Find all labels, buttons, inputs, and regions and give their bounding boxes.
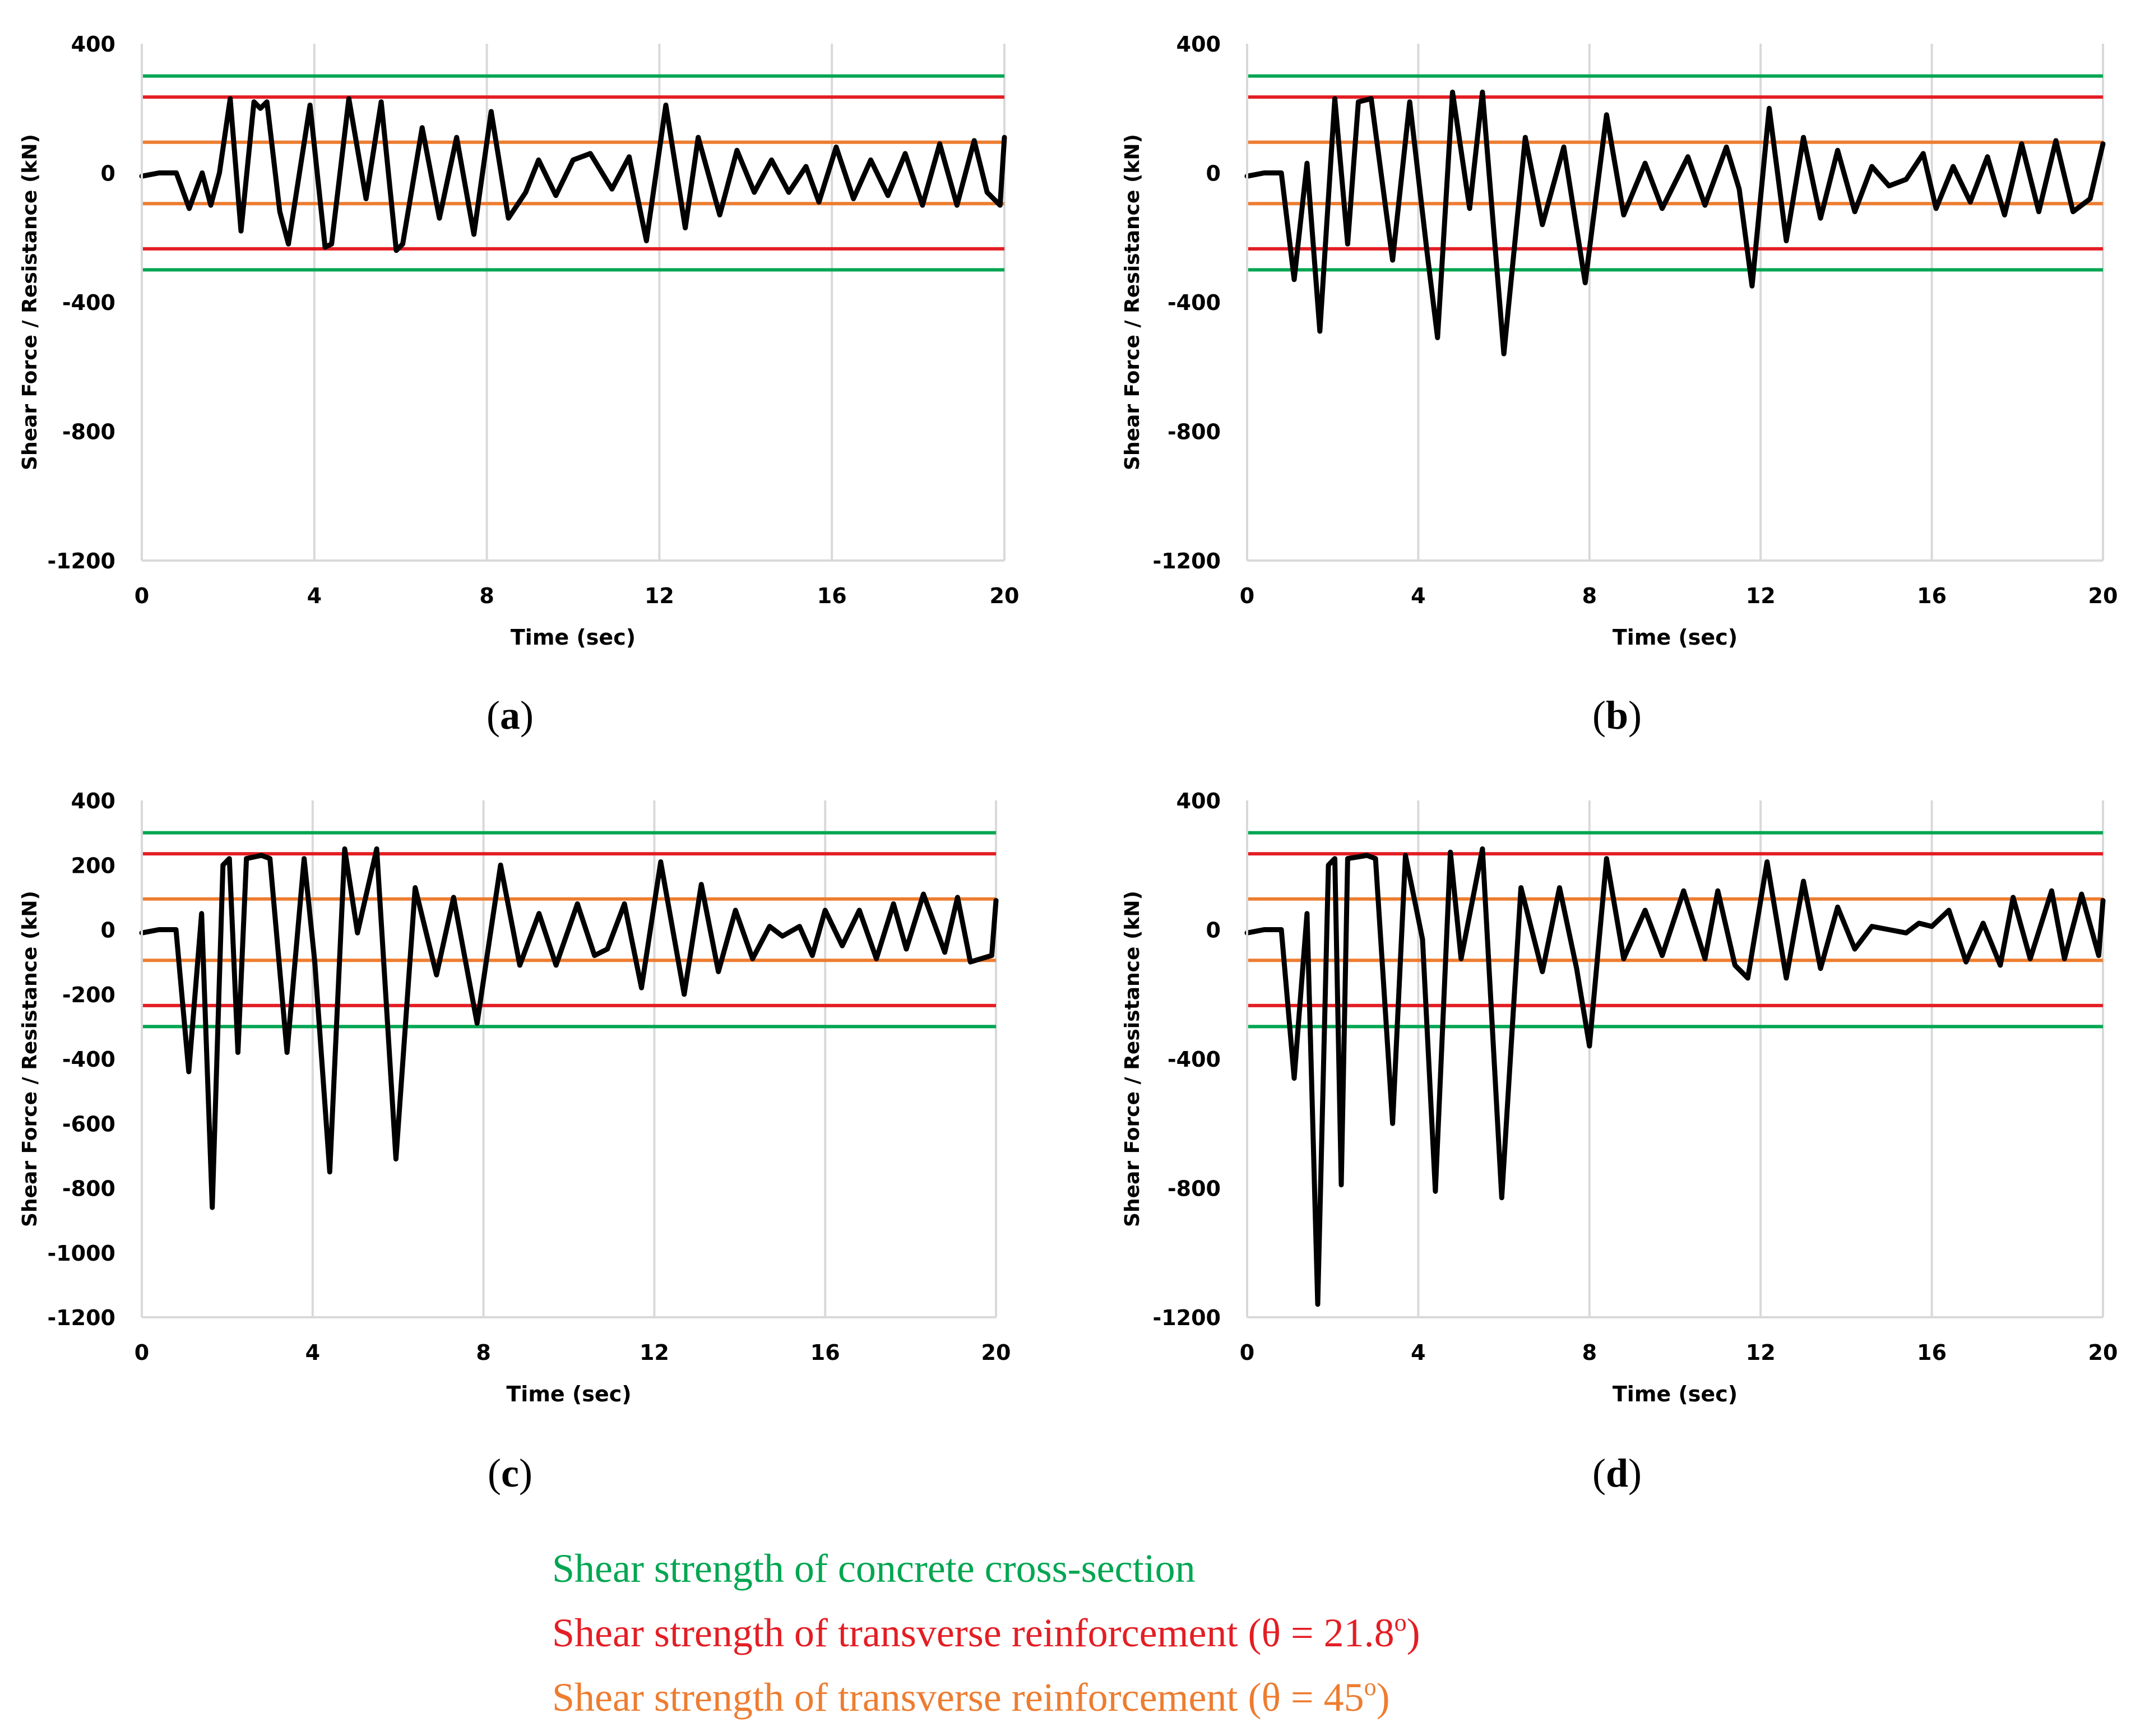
caption-open-paren: (	[487, 693, 500, 738]
x-tick-label: 20	[990, 584, 1020, 608]
panel-caption-a: (a)	[487, 693, 534, 738]
y-tick-label: -1200	[1152, 1306, 1221, 1330]
x-tick-label: 12	[645, 584, 674, 608]
caption-letter: b	[1606, 693, 1628, 738]
y-axis-label: Shear Force / Resistance (kN)	[18, 891, 41, 1227]
y-axis-label: Shear Force / Resistance (kN)	[18, 134, 41, 470]
y-tick-label: 200	[71, 853, 115, 878]
x-tick-label: 0	[135, 584, 149, 608]
x-tick-label: 8	[476, 1340, 490, 1365]
x-tick-label: 12	[1746, 584, 1776, 608]
x-tick-label: 0	[1240, 1340, 1254, 1365]
legend-item-reinf-45-text: Shear strength of transverse reinforceme…	[552, 1675, 1364, 1720]
x-tick-label: 16	[1917, 1340, 1947, 1365]
panel-caption-c: (c)	[488, 1451, 532, 1496]
y-tick-label: 0	[101, 161, 115, 186]
caption-letter: c	[501, 1451, 519, 1496]
y-tick-label: -400	[1168, 290, 1221, 315]
x-tick-label: 0	[135, 1340, 149, 1365]
legend-item-reinf-21.8: Shear strength of transverse reinforceme…	[552, 1609, 1420, 1655]
y-tick-label: -800	[62, 420, 115, 445]
legend-item-reinf-45: Shear strength of transverse reinforceme…	[552, 1673, 1390, 1720]
x-tick-label: 12	[640, 1340, 669, 1365]
caption-open-paren: (	[1592, 1451, 1606, 1496]
x-tick-label: 20	[2088, 1340, 2118, 1365]
series-line-a	[139, 96, 1007, 253]
y-tick-label: 400	[71, 789, 115, 813]
y-tick-label: 0	[1206, 161, 1221, 186]
y-tick-label: -1000	[47, 1241, 115, 1266]
x-tick-label: 20	[981, 1340, 1011, 1365]
y-tick-label: -800	[62, 1177, 115, 1201]
x-tick-label: 16	[1917, 584, 1947, 608]
caption-close-paren: )	[1628, 693, 1642, 738]
y-tick-label: -800	[1168, 420, 1221, 445]
y-tick-label: 400	[71, 32, 115, 57]
caption-close-paren: )	[1628, 1451, 1642, 1496]
y-tick-label: -200	[62, 983, 115, 1007]
x-tick-label: 8	[1582, 1340, 1597, 1365]
caption-letter: a	[500, 693, 520, 738]
x-tick-label: 16	[810, 1340, 840, 1365]
x-tick-label: 4	[1411, 584, 1425, 608]
x-tick-label: 8	[1582, 584, 1597, 608]
y-tick-label: 400	[1176, 32, 1221, 57]
x-axis-label: Time (sec)	[1613, 1382, 1738, 1406]
x-axis-label: Time (sec)	[1613, 625, 1738, 650]
y-axis-label: Shear Force / Resistance (kN)	[1121, 134, 1144, 470]
x-tick-label: 4	[307, 584, 322, 608]
x-tick-label: 16	[817, 584, 847, 608]
x-axis-label: Time (sec)	[506, 1382, 631, 1406]
legend-item-reinf-21.8-text: Shear strength of transverse reinforceme…	[552, 1610, 1395, 1655]
x-tick-label: 12	[1746, 1340, 1776, 1365]
caption-letter: d	[1606, 1451, 1628, 1496]
series-line-c	[139, 846, 999, 1210]
y-tick-label: 0	[1206, 918, 1221, 943]
legend: Shear strength of concrete cross-section…	[552, 1546, 1420, 1720]
caption-close-paren: )	[519, 1451, 532, 1496]
y-tick-label: -1200	[47, 1306, 115, 1330]
legend-item-reinf-21.8-close: )	[1407, 1610, 1420, 1655]
series-line-d	[1244, 846, 2106, 1307]
legend-item-reinf-21.8-degree: o	[1395, 1609, 1407, 1636]
legend-item-reinf-45-close: )	[1377, 1675, 1390, 1720]
chart-panel-a: 400 0 -400 -800 -1200 0 4 8 12 16 20 Time (sec) Shea…	[18, 32, 1019, 650]
y-tick-label: 0	[101, 918, 115, 943]
y-tick-label: -600	[62, 1112, 115, 1136]
chart-panel-d: 400 0 -400 -800 -1200 0 4 8 12 16 20 Time (sec) Shea…	[1121, 789, 2118, 1406]
y-tick-label: -1200	[1152, 549, 1221, 573]
y-tick-label: -400	[62, 1047, 115, 1072]
panel-caption-b: (b)	[1592, 693, 1642, 738]
series-line-b	[1244, 89, 2106, 357]
y-tick-label: -400	[1168, 1047, 1221, 1072]
caption-open-paren: (	[488, 1451, 501, 1496]
y-tick-label: -1200	[47, 549, 115, 573]
y-axis-label: Shear Force / Resistance (kN)	[1121, 891, 1144, 1227]
x-tick-label: 4	[305, 1340, 320, 1365]
x-tick-label: 8	[479, 584, 494, 608]
legend-item-reinf-45-degree: o	[1364, 1673, 1377, 1701]
chart-panel-b: 400 0 -400 -800 -1200 0 4 8 12 16 20 Time (sec) Shea…	[1121, 32, 2118, 650]
x-tick-label: 4	[1411, 1340, 1425, 1365]
y-tick-label: -400	[62, 290, 115, 315]
x-tick-label: 20	[2088, 584, 2118, 608]
panel-caption-d: (d)	[1592, 1451, 1642, 1496]
legend-item-concrete: Shear strength of concrete cross-section	[552, 1546, 1196, 1591]
x-axis-label: Time (sec)	[511, 625, 636, 650]
y-tick-label: -800	[1168, 1177, 1221, 1201]
x-tick-label: 0	[1240, 584, 1254, 608]
chart-panel-c: 400 200 0 -200 -400 -600 -800 -1000 -1200 0 4 8 12 16…	[18, 789, 1011, 1406]
caption-close-paren: )	[520, 693, 534, 738]
y-tick-label: 400	[1176, 789, 1221, 813]
caption-open-paren: (	[1592, 693, 1606, 738]
